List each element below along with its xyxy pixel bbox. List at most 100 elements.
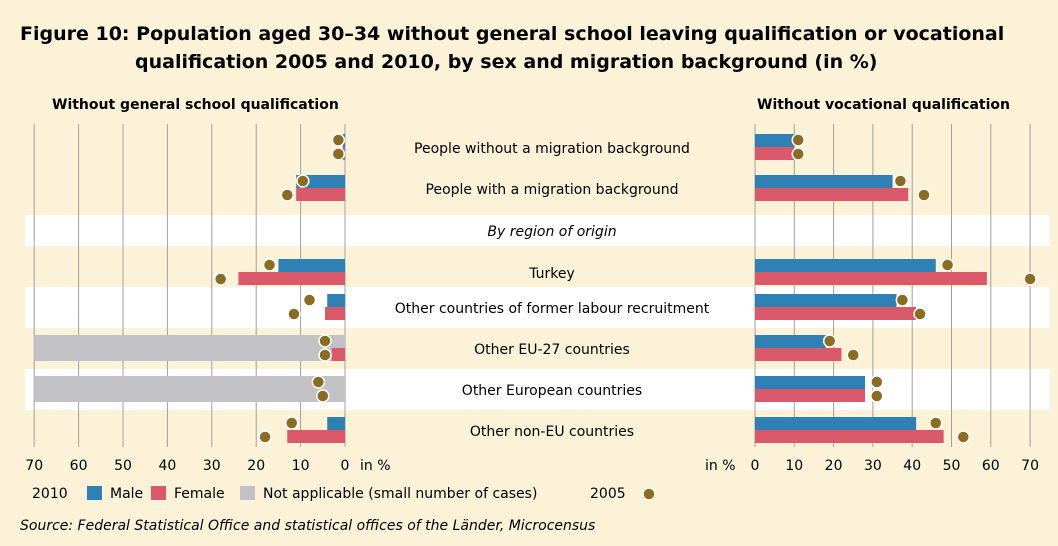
dot-left-female-2005-other-non-eu-countries: [258, 430, 272, 444]
bar-right-male-2010-people-without-a-migration-background: [755, 134, 795, 147]
left-panel-title: Without general school qualification: [52, 97, 339, 113]
left-tick-label: 50: [114, 458, 132, 474]
legend-male-swatch: [87, 486, 102, 500]
bar-right-male-2010-other-european-countries: [755, 376, 866, 389]
dot-right-male-2005-people-with-a-migration-background: [893, 174, 908, 188]
bar-right-female-2010-other-eu-27-countries: [755, 348, 842, 361]
dot-left-female-2005-other-eu-27-countries: [318, 348, 332, 362]
right-tick-label: 70: [1021, 458, 1039, 474]
dot-left-male-2005-people-without-a-migration-background: [331, 133, 346, 147]
category-label-people-with-a-migration-background: People with a migration background: [426, 182, 679, 198]
bar-right-male-2010-turkey: [755, 259, 936, 272]
dots-2005: [213, 133, 1037, 444]
left-axis-unit: in %: [360, 458, 391, 474]
bar-left-male-2010-other-countries-of-former-labour-recruitment: [327, 294, 345, 307]
dot-left-female-2005-other-countries-of-former-labour-recruitment: [287, 307, 301, 321]
right-tick-label: 40: [903, 458, 921, 474]
dot-right-female-2005-other-eu-27-countries: [846, 348, 860, 362]
right-tick-label: 60: [982, 458, 1000, 474]
right-tick-label: 10: [785, 458, 803, 474]
tick-labels: 70 60 50 40 30 20 10 0 0 10 20 30 40 50 60 70: [25, 458, 1039, 474]
row-band: [25, 215, 1050, 246]
category-label-people-without-a-migration-background: People without a migration background: [414, 141, 690, 157]
right-tick-label: 0: [751, 458, 760, 474]
right-axis-unit: in %: [705, 458, 736, 474]
left-tick-label: 0: [341, 458, 350, 474]
dot-right-male-2005-other-non-eu-countries: [929, 416, 943, 430]
bar-right-male-2010-other-eu-27-countries: [755, 335, 826, 348]
dot-right-female-2005-other-countries-of-former-labour-recruitment: [913, 307, 927, 321]
left-tick-label: 60: [70, 458, 88, 474]
dot-right-female-2005-people-with-a-migration-background: [917, 188, 931, 202]
left-tick-label: 20: [247, 458, 265, 474]
bar-left-female-2010-turkey: [238, 272, 345, 285]
dot-right-male-2005-other-countries-of-former-labour-recruitment: [895, 293, 910, 307]
dot-right-male-2005-other-eu-27-countries: [822, 334, 837, 348]
bar-right-female-2010-other-countries-of-former-labour-recruitment: [755, 307, 917, 320]
bar-right-female-2010-people-with-a-migration-background: [755, 188, 909, 201]
legend-female-label: Female: [174, 486, 225, 502]
dot-left-male-2005-turkey: [262, 258, 277, 272]
left-tick-label: 70: [25, 458, 43, 474]
dot-left-male-2005-other-european-countries: [311, 375, 326, 389]
category-label-other-non-eu-countries: Other non-EU countries: [470, 424, 634, 440]
legend-male-label: Male: [110, 486, 143, 502]
bar-left-female-2010-other-countries-of-former-labour-recruitment: [325, 307, 345, 320]
dot-left-male-2005-other-non-eu-countries: [284, 416, 299, 430]
dot-left-male-2005-other-countries-of-former-labour-recruitment: [302, 293, 317, 307]
dot-right-female-2005-other-european-countries: [870, 389, 884, 403]
bars: [34, 134, 987, 443]
category-label-other-countries-of-former-labour-recruitment: Other countries of former labour recruit…: [395, 301, 710, 317]
legend-not-applicable-label: Not applicable (small number of cases): [263, 486, 537, 502]
dot-right-male-2005-turkey: [940, 258, 955, 272]
bar-right-male-2010-other-non-eu-countries: [755, 417, 917, 430]
bar-left-female-2010-other-non-eu-countries: [287, 430, 345, 443]
region-heading: By region of origin: [487, 224, 616, 240]
dot-right-male-2005-people-without-a-migration-background: [791, 133, 805, 147]
right-tick-label: 50: [943, 458, 961, 474]
right-tick-label: 20: [825, 458, 843, 474]
dot-left-male-2005-people-with-a-migration-background: [296, 174, 310, 188]
dot-left-female-2005-turkey: [213, 272, 228, 286]
bar-left-female-2010-other-eu-27-countries: [331, 348, 345, 361]
dot-left-female-2005-other-european-countries: [316, 389, 330, 403]
dot-right-female-2005-other-non-eu-countries: [956, 430, 971, 444]
legend-2010-label: 2010: [32, 486, 68, 502]
bar-left-not-applicable-other-european-countries: [34, 376, 345, 402]
bar-left-male-2010-other-non-eu-countries: [327, 417, 345, 430]
legend-not-applicable-swatch: [240, 486, 255, 500]
legend-female-swatch: [151, 486, 166, 500]
bar-right-female-2010-other-european-countries: [755, 389, 866, 402]
legend-2005-dot: [642, 487, 656, 501]
dot-left-female-2005-people-with-a-migration-background: [280, 188, 295, 202]
right-tick-label: 30: [864, 458, 882, 474]
category-label-turkey: Turkey: [528, 266, 575, 282]
figure-title-line2: qualification 2005 and 2010, by sex and …: [135, 51, 878, 73]
bar-right-female-2010-turkey: [755, 272, 987, 285]
legend-2005-label: 2005: [590, 486, 626, 502]
right-panel-title: Without vocational qualification: [757, 97, 1010, 113]
dot-right-female-2005-turkey: [1023, 272, 1037, 286]
bar-left-female-2010-people-with-a-migration-background: [296, 188, 345, 201]
category-label-other-eu-27-countries: Other EU-27 countries: [474, 342, 630, 358]
dot-left-male-2005-other-eu-27-countries: [318, 334, 332, 348]
legend: 2010 Male Female Not applicable (small n…: [32, 486, 656, 502]
bar-right-male-2010-people-with-a-migration-background: [755, 175, 893, 188]
left-tick-label: 40: [158, 458, 176, 474]
source-note: Source: Federal Statistical Office and s…: [20, 518, 595, 534]
left-tick-label: 10: [292, 458, 310, 474]
dot-left-female-2005-people-without-a-migration-background: [331, 147, 346, 161]
bar-left-male-2010-turkey: [278, 259, 345, 272]
bar-right-male-2010-other-countries-of-former-labour-recruitment: [755, 294, 897, 307]
bar-right-female-2010-people-without-a-migration-background: [755, 147, 795, 160]
dot-right-female-2005-people-without-a-migration-background: [791, 147, 805, 161]
category-labels: People without a migration background Peo…: [395, 141, 710, 440]
figure-title-line1: Figure 10: Population aged 30–34 without…: [20, 23, 1004, 45]
bar-left-not-applicable-other-eu-27-countries: [34, 335, 345, 361]
bar-right-female-2010-other-non-eu-countries: [755, 430, 944, 443]
dot-right-male-2005-other-european-countries: [870, 375, 884, 389]
category-label-other-european-countries: Other European countries: [462, 383, 642, 399]
left-tick-label: 30: [203, 458, 221, 474]
